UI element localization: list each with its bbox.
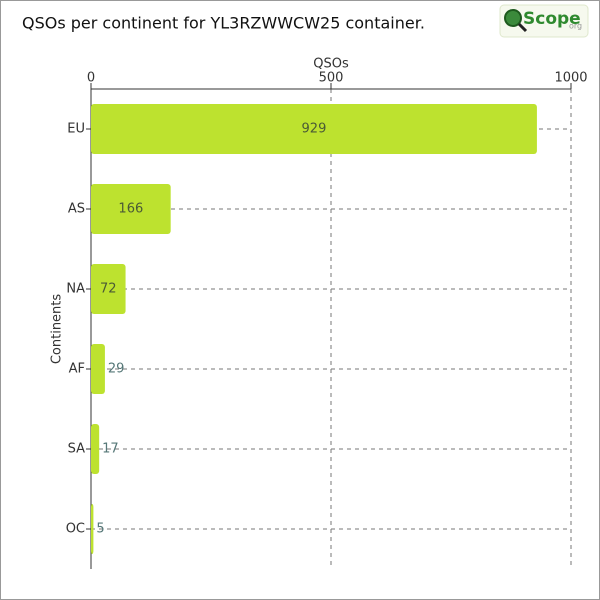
data-label: 29 <box>108 362 125 377</box>
bar <box>91 104 537 154</box>
bar <box>91 424 100 474</box>
y-tick-label: AF <box>69 362 85 377</box>
data-label: 5 <box>96 522 104 537</box>
data-label: 72 <box>100 282 117 297</box>
chart-title: QSOs per continent for YL3RZWWCW25 conta… <box>22 14 425 33</box>
x-axis-label: QSOs <box>313 57 349 72</box>
logo-icon <box>504 9 522 27</box>
y-tick-label: NA <box>66 282 85 297</box>
bar <box>91 344 105 394</box>
bar <box>91 264 126 314</box>
data-label: 166 <box>118 202 143 217</box>
y-tick-label: AS <box>68 202 85 217</box>
x-tick-label: 1000 <box>554 71 587 86</box>
y-tick-label: EU <box>67 122 85 137</box>
logo-handle <box>517 22 528 33</box>
bar <box>91 504 94 554</box>
data-label: 929 <box>302 122 327 137</box>
bar <box>91 184 171 234</box>
logo-domain: org <box>569 22 582 31</box>
logo-text: Scope <box>523 9 581 29</box>
logo[interactable]: Scope org <box>499 4 589 38</box>
x-tick-label: 500 <box>319 71 344 86</box>
data-label: 17 <box>102 442 119 457</box>
y-tick-label: OC <box>66 522 85 537</box>
x-tick-label: 0 <box>87 71 95 86</box>
y-axis-label: Continents <box>50 294 65 365</box>
y-tick-label: SA <box>68 442 85 457</box>
